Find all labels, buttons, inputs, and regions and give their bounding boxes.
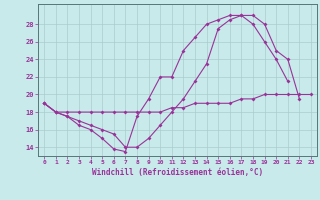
- X-axis label: Windchill (Refroidissement éolien,°C): Windchill (Refroidissement éolien,°C): [92, 168, 263, 177]
